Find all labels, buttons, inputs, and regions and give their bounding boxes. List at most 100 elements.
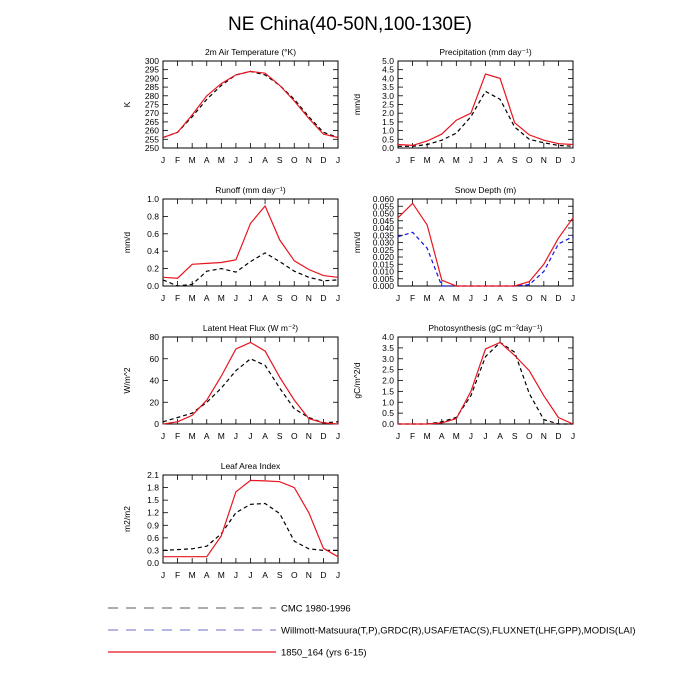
y-tick-label: 295 [145,65,159,75]
chart-panels: 2m Air Temperature (°K) 25025526026527027… [122,47,575,580]
y-tick-label: 0.0 [382,143,394,153]
panel-2: Precipitation (mm day⁻¹) 0.00.51.01.52.02… [352,47,575,165]
y-tick-label: 0.6 [147,229,159,239]
x-tick-label: D [320,155,326,165]
x-tick-label: A [439,293,445,303]
y-tick-label: 0.040 [373,223,395,233]
plot-frame [162,198,339,287]
x-tick-label: M [218,155,225,165]
y-tick-label: 0.3 [147,545,159,555]
y-tick-label: 250 [145,143,159,153]
y-tick-label: 2.5 [382,100,394,110]
panel-title: Precipitation (mm day⁻¹) [439,47,532,57]
x-tick-label: D [555,293,561,303]
x-tick-label: M [453,431,460,441]
series-line [162,70,339,139]
y-tick-label: 0.020 [373,252,395,262]
y-tick-label: 0.5 [382,134,394,144]
series-line [398,341,573,425]
x-tick-label: N [541,293,547,303]
x-tick-label: O [291,570,298,580]
y-tick-label: 0.0 [147,558,159,568]
x-tick-label: A [204,431,210,441]
x-tick-label: A [497,155,503,165]
x-tick-label: N [306,570,312,580]
y-tick-label: 0.0 [382,419,394,429]
y-tick-label: 0.025 [373,245,395,255]
x-tick-label: M [424,155,431,165]
x-tick-label: J [336,155,340,165]
x-tick-label: J [571,431,575,441]
x-tick-label: J [234,431,238,441]
plot-frame [162,336,339,425]
x-tick-label: N [541,431,547,441]
y-tick-label: 265 [145,117,159,127]
x-tick-label: M [218,431,225,441]
panel-6: Photosynthesis (gC m⁻²day⁻¹) 0.00.51.01.5… [352,323,575,441]
y-axis-label: mm/d [352,94,362,116]
panel-4: Snow Depth (m)0.0000.0050.0100.0150.0200… [352,185,575,303]
y-axis-label: m2/m2 [122,506,132,532]
y-tick-label: 0.9 [147,520,159,530]
x-tick-label: M [189,155,196,165]
y-tick-label: 80 [150,332,160,342]
x-tick-label: O [526,431,533,441]
y-tick-label: 0.060 [373,194,395,204]
x-tick-label: J [336,431,340,441]
x-tick-label: J [234,570,238,580]
legend-label: CMC 1980-1996 [281,604,351,615]
x-tick-label: S [277,570,283,580]
x-tick-label: F [410,293,415,303]
x-tick-label: A [497,431,503,441]
series-line [398,90,574,147]
y-axis-label: W/m^2 [122,367,132,393]
y-axis-label: K [122,101,132,107]
y-tick-label: 290 [145,73,159,83]
x-tick-label: J [161,570,165,580]
x-tick-label: D [320,293,326,303]
x-tick-label: M [218,570,225,580]
x-tick-label: J [469,155,473,165]
x-tick-label: A [439,155,445,165]
series-line [162,204,339,279]
panel-title: Snow Depth (m) [455,185,517,195]
series-line [162,341,339,425]
x-tick-label: S [512,155,518,165]
x-tick-label: J [248,155,252,165]
x-tick-label: O [526,293,533,303]
x-tick-label: J [396,293,400,303]
legend-label: Willmott-Matsuura(T,P),GRDC(R),USAF/ETAC… [281,626,636,637]
x-tick-label: F [175,431,180,441]
x-tick-label: O [291,155,298,165]
x-tick-label: A [262,570,268,580]
x-tick-label: O [526,155,533,165]
y-tick-label: 4.0 [382,73,394,83]
x-tick-label: O [291,293,298,303]
y-tick-label: 4.5 [382,65,394,75]
series-line [398,341,574,425]
x-tick-label: S [277,293,283,303]
y-tick-label: 0.010 [373,267,395,277]
y-tick-label: 255 [145,134,159,144]
y-tick-label: 0.5 [382,408,394,418]
x-tick-label: J [161,155,165,165]
y-tick-label: 0.2 [147,264,159,274]
x-tick-label: D [320,431,326,441]
x-tick-label: J [336,570,340,580]
x-tick-label: J [571,293,575,303]
y-tick-label: 0.030 [373,238,395,248]
y-tick-label: 3.0 [382,354,394,364]
y-tick-label: 0.8 [147,211,159,221]
legend-label: 1850_164 (yrs 6-15) [281,648,367,659]
series-line [162,358,339,424]
x-tick-label: J [248,293,252,303]
x-tick-label: S [512,293,518,303]
x-tick-label: J [483,155,487,165]
x-tick-label: D [320,570,326,580]
x-tick-label: D [555,431,561,441]
y-tick-label: 0.4 [147,246,159,256]
x-tick-label: S [277,431,283,441]
x-tick-label: F [175,570,180,580]
page-title: NE China(40-50N,100-130E) [228,14,472,35]
